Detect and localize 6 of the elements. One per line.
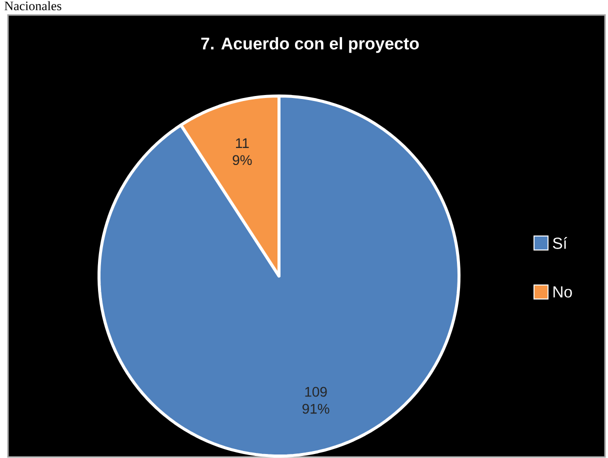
legend-label: Sí xyxy=(552,237,568,250)
data-label: 109 91% xyxy=(302,387,330,414)
text: Nacionales xyxy=(4,1,62,10)
chart-title: 7. Acuerdo con el proyecto xyxy=(201,37,419,54)
data-label: 11 9% xyxy=(232,138,252,166)
legend-label: No xyxy=(554,286,572,298)
